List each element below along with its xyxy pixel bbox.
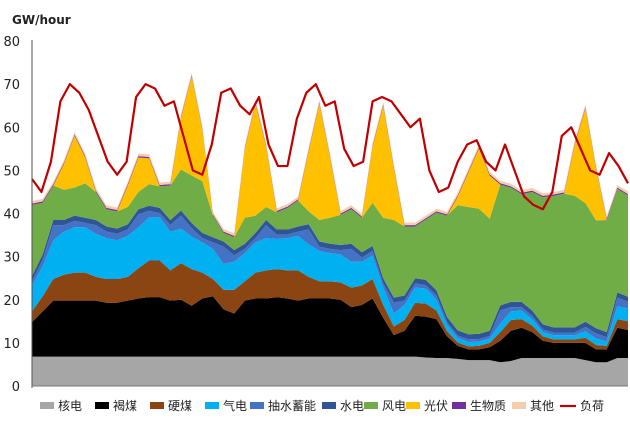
legend-label-0: 核电 (58, 399, 82, 413)
legend-label-10: 负荷 (580, 399, 604, 413)
y-tick-label-0: 0 (12, 380, 20, 395)
y-tick-label-6: 60 (3, 121, 20, 136)
legend-label-8: 生物质 (470, 399, 506, 413)
area-series-6 (32, 169, 628, 335)
legend-swatch-3 (205, 402, 219, 409)
legend-swatch-6 (364, 402, 378, 409)
y-axis: GW/hour (12, 13, 628, 388)
legend-swatch-2 (150, 402, 164, 409)
y-axis-unit-label: GW/hour (12, 13, 71, 27)
area-series-1 (32, 296, 628, 363)
legend-swatch-1 (95, 402, 109, 409)
y-tick-label-5: 50 (3, 164, 20, 179)
area-series-2 (32, 260, 628, 350)
stacked-areas (32, 72, 628, 386)
y-tick-label-3: 30 (3, 251, 20, 266)
y-tick-label-1: 10 (3, 337, 20, 352)
legend-label-4: 抽水蓄能 (268, 399, 316, 413)
y-tick-label-7: 70 (3, 78, 20, 93)
area-series-9 (32, 72, 628, 236)
legend-label-9: 其他 (530, 399, 554, 413)
load-series-line (31, 83, 629, 211)
area-series-3 (32, 217, 628, 347)
legend-label-5: 水电 (340, 399, 364, 413)
area-series-5 (32, 205, 628, 340)
legend-label-3: 气电 (223, 398, 247, 413)
legend-label-1: 褐煤 (113, 398, 137, 413)
legend-label-6: 风电 (382, 399, 406, 413)
y-tick-labels: 0 10 20 30 40 50 60 70 80 (3, 35, 20, 395)
load-line-group (31, 83, 629, 211)
legend-swatch-7 (406, 402, 420, 409)
y-tick-label-8: 80 (3, 35, 20, 50)
y-tick-label-4: 40 (3, 208, 20, 223)
area-series-8 (32, 75, 628, 238)
y-tick-label-2: 20 (3, 294, 20, 309)
legend-swatch-9 (512, 402, 526, 409)
legend: 核电 褐煤 硬煤 气电 抽水蓄能 水电 风电 光伏 生物质 其他 负荷 (40, 398, 604, 413)
area-series-0 (32, 356, 628, 386)
area-series-7 (32, 76, 628, 238)
legend-swatch-8 (452, 402, 466, 409)
legend-swatch-4 (250, 402, 264, 409)
legend-label-7: 光伏 (424, 399, 448, 413)
legend-swatch-5 (322, 402, 336, 409)
legend-swatch-0 (40, 402, 54, 409)
legend-label-2: 硬煤 (168, 399, 192, 413)
